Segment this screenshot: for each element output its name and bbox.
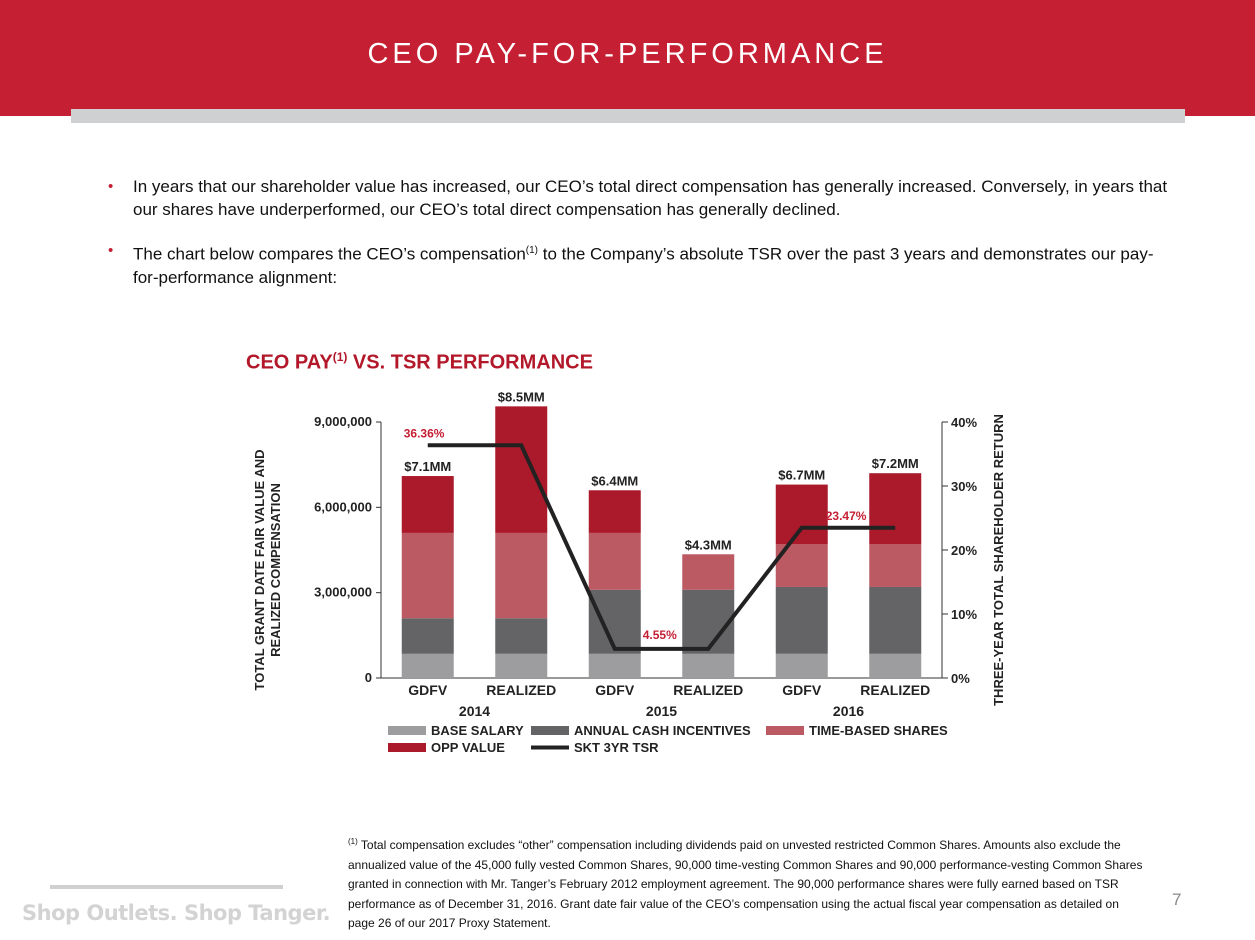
ceo-pay-chart: 0 3,000,000 6,000,000 9,000,000 0% 10% 20% 30% 4… [252, 390, 1006, 755]
bullet-list: • In years that our shareholder value ha… [108, 175, 1168, 307]
bar-segment [401, 532, 454, 619]
legend-label: SKT 3YR TSR [574, 740, 659, 755]
bar-segment [588, 653, 641, 678]
header-band: CEO PAY-FOR-PERFORMANCE [0, 0, 1255, 116]
bar-segment [495, 653, 548, 678]
legend-label: TIME-BASED SHARES [809, 723, 948, 738]
bullet-text-continued: to the Company’s absolute TSR over the p… [133, 244, 1154, 287]
bar-segment [495, 532, 548, 619]
bar-segment [588, 589, 641, 654]
bar-segment [682, 589, 735, 654]
y2-tick-label: 20% [951, 543, 977, 558]
legend-label: BASE SALARY [431, 723, 524, 738]
tsr-value-label: 4.55% [643, 628, 677, 642]
y2-tick-label: 10% [951, 607, 977, 622]
chart-title-sup: (1) [332, 350, 348, 364]
x-tick-label: GDFV [408, 682, 448, 698]
legend-swatch [388, 743, 426, 752]
tsr-line [427, 443, 896, 651]
chart-title: CEO PAY(1) VS. TSR PERFORMANCE [246, 350, 593, 375]
bar-total-label: $7.1MM [404, 459, 451, 474]
x-group-label: 2016 [833, 703, 864, 719]
y-tick-label: 0 [365, 670, 372, 685]
bullet-item: • In years that our shareholder value ha… [108, 175, 1168, 221]
bar-segment [401, 476, 454, 533]
y2-tick-label: 30% [951, 479, 977, 494]
bar-segment [588, 490, 641, 533]
y-axis-title: TOTAL GRANT DATE FAIR VALUE AND [252, 450, 267, 691]
bar-segment [775, 586, 828, 654]
bar-segment [682, 653, 735, 678]
chart-title-rest: VS. TSR PERFORMANCE [347, 351, 593, 374]
footnote-text: Total compensation excludes “other” comp… [348, 838, 1143, 930]
y2-tick-label: 0% [951, 671, 970, 686]
bar-segment [495, 406, 548, 533]
header-divider [71, 109, 1185, 123]
bar-total-label: $6.4MM [591, 473, 638, 488]
chart-title-main: CEO PAY [246, 351, 333, 374]
bullet-text: In years that our shareholder value has … [133, 177, 1168, 219]
bar-segment [682, 554, 735, 590]
company-tagline: Shop Outlets. Shop Tanger. [22, 901, 331, 925]
bar-segment [869, 544, 922, 587]
legend-swatch [388, 726, 426, 735]
tsr-value-label: 36.36% [404, 426, 445, 440]
x-tick-label: REALIZED [860, 682, 930, 698]
y-axis-title-line2: REALIZED COMPENSATION [268, 483, 283, 657]
x-tick-label: REALIZED [673, 682, 743, 698]
legend-label: ANNUAL CASH INCENTIVES [574, 723, 751, 738]
bar-segment [869, 653, 922, 678]
bar-segment [401, 653, 454, 678]
x-group-label: 2015 [646, 703, 677, 719]
footer-divider [50, 885, 283, 889]
y2-axis-title: THREE-YEAR TOTAL SHAREHOLDER RETURN [991, 414, 1006, 706]
bar-segment [588, 532, 641, 590]
page-number: 7 [1172, 890, 1182, 909]
y2-tick-label: 40% [951, 415, 977, 430]
bar-total-label: $4.3MM [685, 537, 732, 552]
bar-segment [869, 586, 922, 654]
x-group-label: 2014 [459, 703, 490, 719]
footnote-marker: (1) [348, 837, 358, 846]
bullet-text: The chart below compares the CEO’s compe… [133, 244, 526, 264]
legend-swatch [766, 726, 804, 735]
tsr-value-label: 23.47% [826, 509, 867, 523]
footnote-ref: (1) [525, 245, 539, 256]
bar-segment [401, 618, 454, 654]
bullet-item: • The chart below compares the CEO’s com… [108, 239, 1168, 289]
bar-total-label: $8.5MM [498, 390, 545, 404]
x-tick-label: REALIZED [486, 682, 556, 698]
y-tick-label: 9,000,000 [314, 414, 372, 429]
bullet-dot-icon: • [108, 242, 114, 259]
bar-total-label: $7.2MM [872, 456, 919, 471]
x-tick-label: GDFV [595, 682, 635, 698]
x-tick-label: GDFV [782, 682, 822, 698]
bar-segment [869, 473, 922, 545]
y-tick-label: 6,000,000 [314, 499, 372, 514]
bullet-dot-icon: • [108, 178, 114, 195]
legend-label: OPP VALUE [431, 740, 505, 755]
bar-segment [775, 484, 828, 545]
bar-segment [775, 653, 828, 678]
bar-total-label: $6.7MM [778, 468, 825, 483]
legend-swatch [531, 726, 569, 735]
bar-segment [495, 618, 548, 654]
footnote: (1) Total compensation excludes “other” … [348, 832, 1148, 934]
page-title: CEO PAY-FOR-PERFORMANCE [367, 38, 888, 70]
y-tick-label: 3,000,000 [314, 585, 372, 600]
